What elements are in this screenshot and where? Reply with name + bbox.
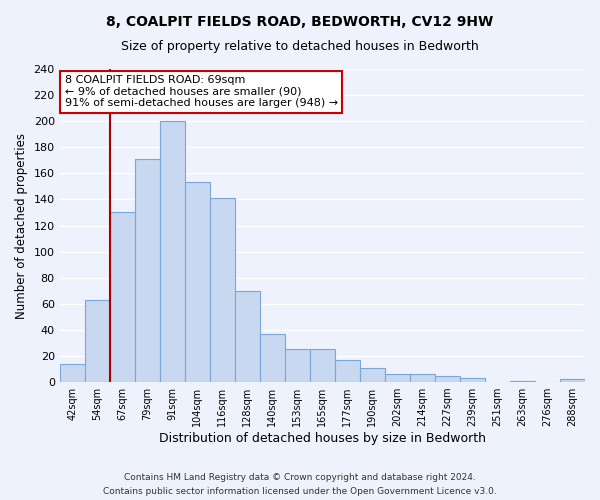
Bar — [59, 364, 85, 382]
Bar — [410, 374, 435, 382]
X-axis label: Distribution of detached houses by size in Bedworth: Distribution of detached houses by size … — [159, 432, 486, 445]
Text: 8 COALPIT FIELDS ROAD: 69sqm
← 9% of detached houses are smaller (90)
91% of sem: 8 COALPIT FIELDS ROAD: 69sqm ← 9% of det… — [65, 76, 338, 108]
Bar — [310, 350, 335, 382]
Bar — [260, 334, 285, 382]
Bar — [185, 182, 210, 382]
Bar — [560, 380, 585, 382]
Bar — [110, 212, 135, 382]
Y-axis label: Number of detached properties: Number of detached properties — [15, 132, 28, 318]
Bar — [160, 121, 185, 382]
Bar — [85, 300, 110, 382]
Bar — [210, 198, 235, 382]
Bar — [335, 360, 360, 382]
Bar — [135, 159, 160, 382]
Bar — [285, 350, 310, 382]
Bar — [385, 374, 410, 382]
Bar — [460, 378, 485, 382]
Bar — [510, 381, 535, 382]
Bar — [235, 291, 260, 382]
Bar — [360, 368, 385, 382]
Text: 8, COALPIT FIELDS ROAD, BEDWORTH, CV12 9HW: 8, COALPIT FIELDS ROAD, BEDWORTH, CV12 9… — [106, 15, 494, 29]
Text: Size of property relative to detached houses in Bedworth: Size of property relative to detached ho… — [121, 40, 479, 53]
Bar — [435, 376, 460, 382]
Text: Contains HM Land Registry data © Crown copyright and database right 2024.
Contai: Contains HM Land Registry data © Crown c… — [103, 474, 497, 496]
